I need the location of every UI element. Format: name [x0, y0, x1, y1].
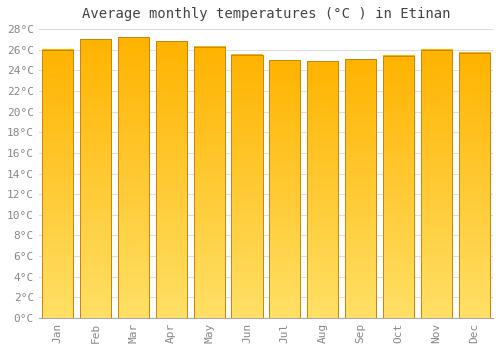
Bar — [232, 55, 262, 318]
Bar — [194, 47, 224, 318]
Bar — [194, 47, 224, 318]
Bar — [345, 59, 376, 318]
Bar — [421, 50, 452, 318]
Bar — [118, 37, 149, 318]
Bar — [80, 39, 111, 318]
Bar — [80, 39, 111, 318]
Bar — [156, 41, 187, 318]
Bar — [270, 60, 300, 318]
Bar — [383, 56, 414, 318]
Bar — [42, 50, 74, 318]
Bar — [421, 50, 452, 318]
Bar — [345, 59, 376, 318]
Bar — [458, 53, 490, 318]
Bar — [307, 61, 338, 318]
Bar — [232, 55, 262, 318]
Bar — [270, 60, 300, 318]
Bar — [118, 37, 149, 318]
Title: Average monthly temperatures (°C ) in Etinan: Average monthly temperatures (°C ) in Et… — [82, 7, 450, 21]
Bar — [156, 41, 187, 318]
Bar — [383, 56, 414, 318]
Bar — [307, 61, 338, 318]
Bar — [458, 53, 490, 318]
Bar — [42, 50, 74, 318]
